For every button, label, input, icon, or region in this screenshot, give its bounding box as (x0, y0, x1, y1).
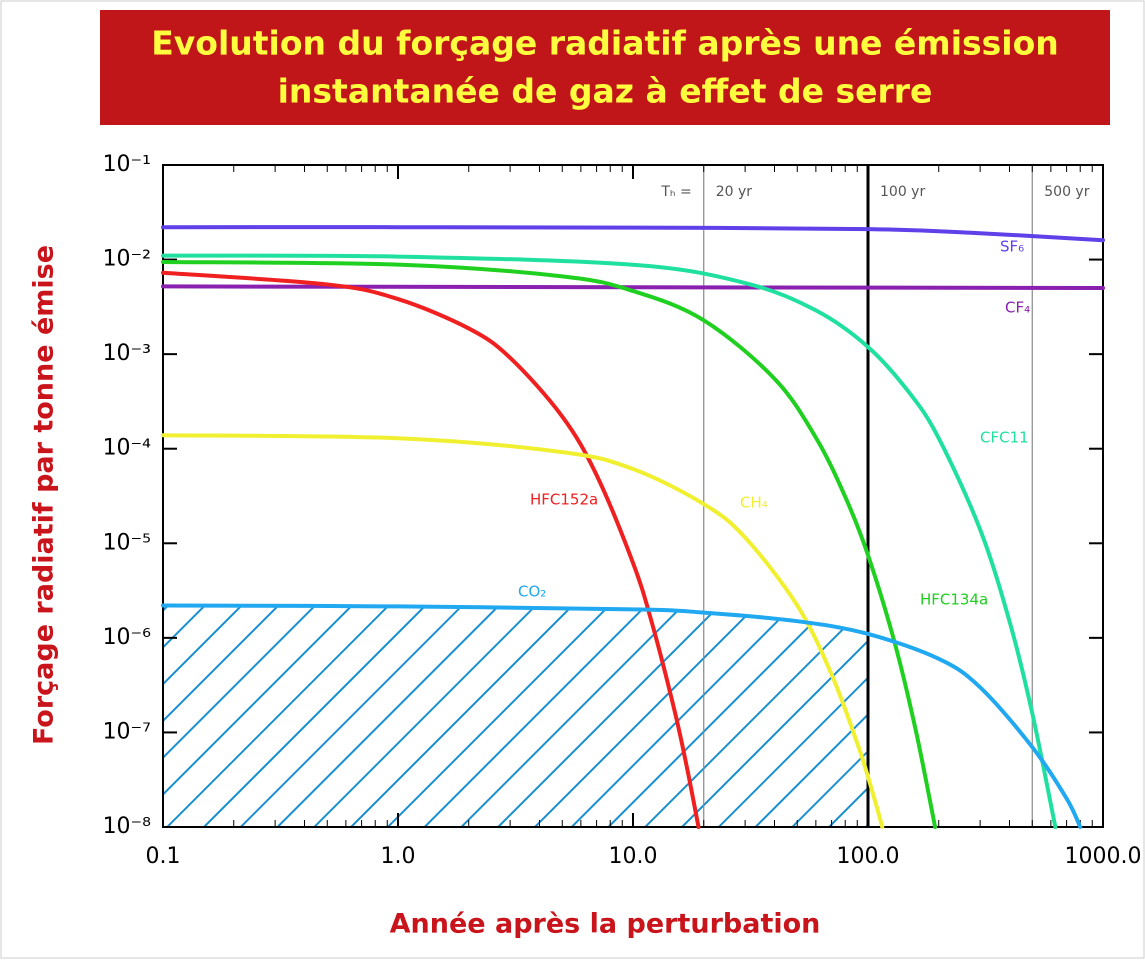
series-line (161, 433, 885, 829)
x-tick-label: 0.1 (146, 844, 181, 869)
series-label: CF₄ (1005, 299, 1030, 317)
series-line (161, 225, 1105, 243)
series-line (161, 270, 701, 829)
y-tick-label: 10⁻⁶ (103, 625, 152, 650)
series-label: CO₂ (518, 583, 546, 601)
x-tick-label: 1000.0 (1065, 844, 1142, 869)
hatch-area (163, 605, 868, 827)
x-tick-label: 1.0 (381, 844, 416, 869)
chart-title: Evolution du forçage radiatif après une … (151, 24, 1059, 63)
series-line (161, 603, 1083, 829)
horizon-label: 500 yr (1044, 184, 1089, 200)
y-tick-label: 10⁻⁴ (103, 436, 152, 461)
y-tick-label: 10⁻⁸ (103, 814, 152, 839)
series-label: CH₄ (740, 494, 768, 512)
y-tick-label: 10⁻³ (103, 341, 151, 366)
series-line (161, 259, 938, 829)
x-tick-label: 100.0 (837, 844, 900, 869)
y-axis-label: Forçage radiatif par tonne émise (29, 245, 60, 745)
series-label: CFC11 (980, 429, 1029, 447)
y-tick-label: 10⁻² (103, 247, 151, 272)
series-label: SF₆ (1000, 238, 1024, 256)
x-tick-label: 10.0 (609, 844, 658, 869)
series-line (161, 253, 1058, 829)
y-tick-label: 10⁻⁷ (103, 719, 151, 744)
series-line (161, 284, 1105, 291)
horizon-label: 20 yr (716, 184, 753, 200)
series-label: HFC134a (920, 591, 988, 609)
horizon-label: 100 yr (880, 184, 925, 200)
y-tick-label: 10⁻¹ (103, 152, 151, 177)
chart-title: instantanée de gaz à effet de serre (278, 72, 933, 111)
x-axis-label: Année après la perturbation (390, 909, 821, 940)
horizon-label: Tₕ = (660, 184, 691, 200)
title-banner (100, 10, 1110, 125)
series-label: HFC152a (530, 491, 598, 509)
y-tick-label: 10⁻⁵ (103, 530, 151, 555)
